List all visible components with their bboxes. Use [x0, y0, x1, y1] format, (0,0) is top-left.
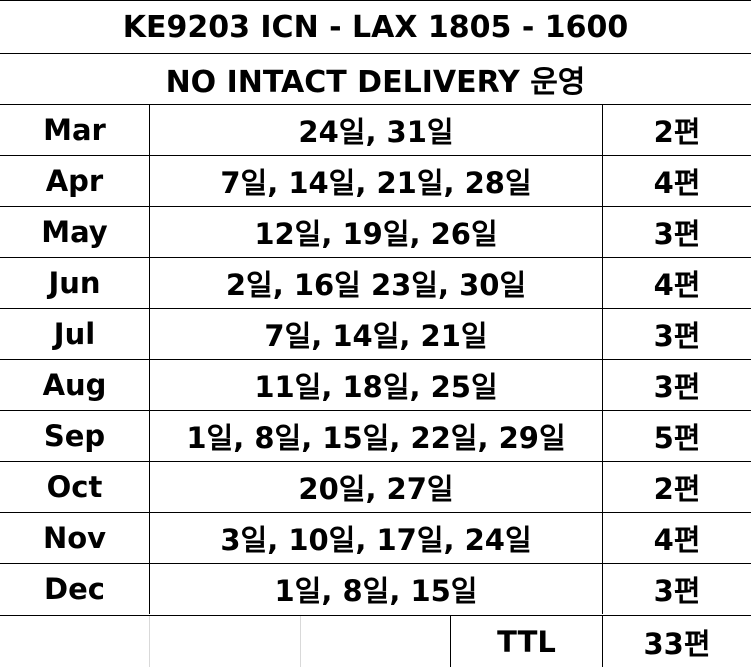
total-row: TTL 33편 — [0, 615, 751, 667]
table-row: Nov 3일, 10일, 17일, 24일 4편 — [0, 513, 751, 564]
count-cell[interactable]: 3편 — [653, 370, 701, 404]
count-cell[interactable]: 2편 — [653, 115, 701, 149]
month-cell[interactable]: Apr — [0, 156, 150, 206]
count-cell[interactable]: 2편 — [653, 472, 701, 506]
count-cell[interactable]: 5편 — [653, 421, 701, 455]
month-cell[interactable]: Aug — [0, 360, 150, 410]
count-cell[interactable]: 4편 — [653, 523, 701, 557]
dates-cell[interactable]: 24일, 31일 — [150, 105, 603, 155]
dates-cell[interactable]: 1일, 8일, 15일 — [150, 564, 603, 614]
month-cell[interactable]: Jul — [0, 309, 150, 359]
count-cell[interactable]: 4편 — [653, 166, 701, 200]
total-label[interactable]: TTL — [451, 616, 603, 667]
table-row: Jul 7일, 14일, 21일 3편 — [0, 309, 751, 360]
flight-title: KE9203 ICN - LAX 1805 - 1600 — [0, 1, 751, 54]
empty-cell[interactable] — [0, 616, 150, 667]
dates-cell[interactable]: 3일, 10일, 17일, 24일 — [150, 513, 603, 563]
month-cell[interactable]: Sep — [0, 411, 150, 461]
delivery-subtitle: NO INTACT DELIVERY 운영 — [0, 54, 751, 105]
month-cell[interactable]: Mar — [0, 105, 150, 155]
month-cell[interactable]: Oct — [0, 462, 150, 512]
dates-cell[interactable]: 1일, 8일, 15일, 22일, 29일 — [150, 411, 603, 461]
dates-cell[interactable]: 11일, 18일, 25일 — [150, 360, 603, 410]
dates-cell[interactable]: 12일, 19일, 26일 — [150, 207, 603, 257]
table-row: Sep 1일, 8일, 15일, 22일, 29일 5편 — [0, 411, 751, 462]
month-cell[interactable]: Jun — [0, 258, 150, 308]
empty-cell[interactable] — [150, 616, 301, 667]
empty-cell[interactable] — [301, 616, 451, 667]
table-row: Oct 20일, 27일 2편 — [0, 462, 751, 513]
table-row: Apr 7일, 14일, 21일, 28일 4편 — [0, 156, 751, 207]
count-cell[interactable]: 4편 — [653, 268, 701, 302]
table-row: May 12일, 19일, 26일 3편 — [0, 207, 751, 258]
table-row: Dec 1일, 8일, 15일 3편 — [0, 564, 751, 615]
dates-cell[interactable]: 2일, 16일 23일, 30일 — [150, 258, 603, 308]
count-cell[interactable]: 3편 — [653, 217, 701, 251]
table-row: Aug 11일, 18일, 25일 3편 — [0, 360, 751, 411]
count-cell[interactable]: 3편 — [653, 574, 701, 608]
month-cell[interactable]: May — [0, 207, 150, 257]
table-row: Jun 2일, 16일 23일, 30일 4편 — [0, 258, 751, 309]
total-value[interactable]: 33편 — [643, 626, 711, 661]
month-cell[interactable]: Nov — [0, 513, 150, 563]
dates-cell[interactable]: 20일, 27일 — [150, 462, 603, 512]
month-cell[interactable]: Dec — [0, 564, 150, 614]
dates-cell[interactable]: 7일, 14일, 21일 — [150, 309, 603, 359]
schedule-table: Mar 24일, 31일 2편 Apr 7일, 14일, 21일, 28일 4편… — [0, 105, 751, 615]
count-cell[interactable]: 3편 — [653, 319, 701, 353]
table-row: Mar 24일, 31일 2편 — [0, 105, 751, 156]
dates-cell[interactable]: 7일, 14일, 21일, 28일 — [150, 156, 603, 206]
